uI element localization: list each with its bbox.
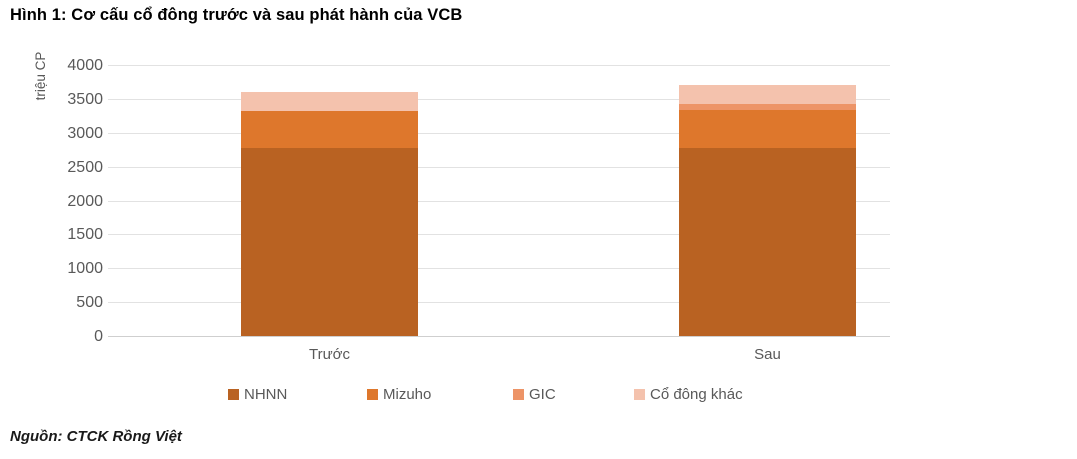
y-tick-label-500: 500 xyxy=(76,294,103,312)
source-note: Nguồn: CTCK Rồng Việt xyxy=(10,428,182,445)
gridline-2500 xyxy=(108,166,890,168)
legend-label: Mizuho xyxy=(383,386,432,403)
legend-item-mizuho: Mizuho xyxy=(367,386,431,403)
y-tick-label-2000: 2000 xyxy=(67,192,103,210)
y-tick-label-1000: 1000 xyxy=(67,260,103,278)
legend-label: NHNN xyxy=(244,386,288,403)
legend-swatch-icon xyxy=(634,389,645,400)
legend-label: GIC xyxy=(529,386,556,403)
legend-item-gic: GIC xyxy=(513,386,556,403)
figure-title: Hình 1: Cơ cấu cổ đông trước và sau phát… xyxy=(10,6,463,24)
y-tick-label-3000: 3000 xyxy=(67,124,103,142)
legend-swatch-icon xyxy=(513,389,524,400)
plot-area xyxy=(108,65,890,337)
y-tick-label-0: 0 xyxy=(94,328,103,345)
gridline-1500 xyxy=(108,234,890,236)
gridline-0 xyxy=(108,336,890,337)
bar-segment-c-ng-kh-c xyxy=(241,92,418,112)
bar-segment-c-ng-kh-c xyxy=(679,84,856,105)
y-axis-tick-labels: 0 500 1000 1500 2000 2500 3000 3500 4000 xyxy=(0,57,103,345)
y-tick-label-2500: 2500 xyxy=(67,158,103,176)
gridline-3500 xyxy=(108,98,890,100)
gridline-500 xyxy=(108,302,890,304)
bar-segment-nhnn xyxy=(241,148,418,336)
y-tick-label-3500: 3500 xyxy=(67,90,103,108)
gridline-1000 xyxy=(108,268,890,270)
legend-item-nhnn: NHNN xyxy=(228,386,287,403)
legend-swatch-icon xyxy=(228,389,239,400)
bar-segment-mizuho xyxy=(679,110,856,149)
gridline-4000 xyxy=(108,65,890,66)
y-tick-label-4000: 4000 xyxy=(67,57,103,74)
bar-segment-nhnn xyxy=(679,148,856,336)
legend-item-c-ng-kh-c: Cổ đông khác xyxy=(634,386,743,403)
bar-sau xyxy=(679,84,856,336)
bar-segment-mizuho xyxy=(241,111,418,149)
x-axis-label-tr-c: Trước xyxy=(309,346,350,363)
gridline-3000 xyxy=(108,132,890,134)
x-axis-label-sau: Sau xyxy=(754,346,781,363)
gridline-2000 xyxy=(108,200,890,202)
bar-tr-c xyxy=(241,92,418,336)
legend-label: Cổ đông khác xyxy=(650,386,743,403)
y-tick-label-1500: 1500 xyxy=(67,226,103,244)
bar-segment-gic xyxy=(679,104,856,111)
legend-swatch-icon xyxy=(367,389,378,400)
